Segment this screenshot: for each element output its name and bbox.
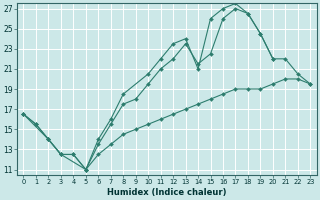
X-axis label: Humidex (Indice chaleur): Humidex (Indice chaleur): [107, 188, 227, 197]
